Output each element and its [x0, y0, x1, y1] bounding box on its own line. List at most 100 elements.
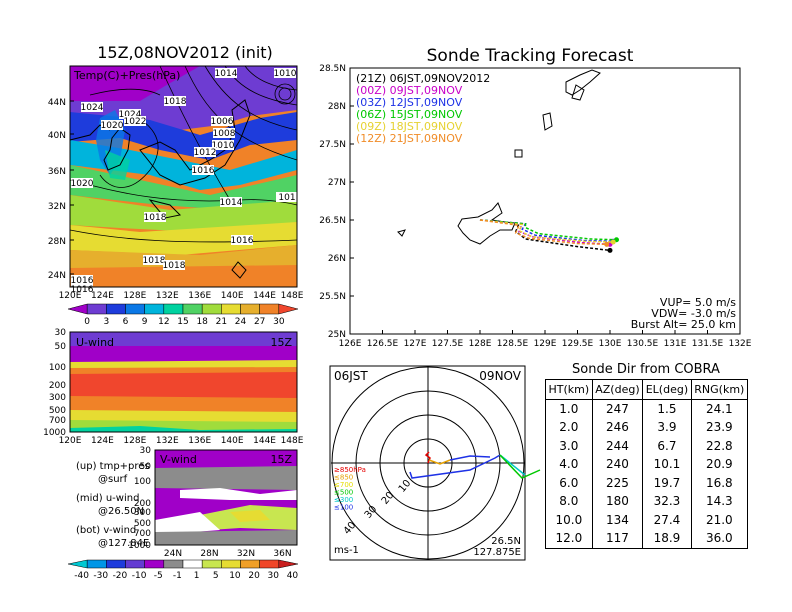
table-cell: 244	[591, 436, 644, 455]
wind-colorbar-label: -5	[154, 571, 163, 581]
table-header-cell: AZ(deg)	[591, 379, 644, 400]
map-lon-tick: 140E	[221, 291, 244, 301]
v-pressure-tick: 500	[134, 519, 151, 529]
track-lat-tick: 28.5N	[319, 64, 346, 74]
pressure-label-bg	[274, 68, 296, 78]
pressure-label: 1020	[101, 121, 124, 131]
islands	[397, 69, 601, 245]
table-cell: 225	[591, 473, 644, 492]
map-lat-tick: 40N	[48, 131, 66, 141]
track-legend-entry: (12Z) 21JST,09NOV	[356, 132, 463, 145]
track-legend-entry: (00Z) 09JST,09NOV	[356, 84, 463, 97]
wind-colorbar-swatch	[201, 559, 222, 569]
table-header-cell: EL(deg)	[642, 379, 692, 400]
track-lon-tick: 130.5E	[627, 339, 659, 349]
wind-colorbar-swatch	[259, 559, 280, 569]
pressure-label: 1006	[211, 117, 234, 127]
pressure-label-bg	[71, 275, 93, 285]
wind-colorbar-swatch	[278, 559, 299, 569]
pressure-label-bg	[215, 68, 237, 78]
map-label: Temp(C)+Pres(hPa)	[73, 69, 180, 82]
polar-hodograph	[409, 451, 541, 479]
temp-colorbar-label: 9	[142, 317, 148, 327]
wind-colorbar-label: -1	[173, 571, 182, 581]
table-cell: 6.0	[545, 473, 593, 492]
pressure-label: 1022	[124, 117, 147, 127]
u-lon-tick: 144E	[253, 436, 276, 446]
track-lines	[479, 219, 619, 253]
temp-colorbar-swatch	[163, 303, 184, 315]
track-info-line: Burst Alt= 25.0 km	[631, 318, 736, 331]
map-lat-tick: 36N	[48, 167, 66, 177]
u-pressure-tick: 1000	[43, 428, 66, 438]
table-cell: 22.8	[690, 436, 749, 455]
temp-colorbar-label: 18	[196, 317, 208, 327]
table-cell: 8.0	[545, 492, 593, 511]
v-pressure-tick: 700	[134, 529, 151, 539]
legend-note-title: (mid) u-wind	[76, 493, 139, 504]
track-lon-tick: 126.5E	[367, 339, 399, 349]
u-lon-tick: 148E	[281, 436, 304, 446]
legend-note-sub: @surf	[98, 474, 128, 485]
wind-colorbar-swatch	[67, 559, 88, 569]
temp-colorbar: 0 3 6 9 12 15 18 21 24 27 30	[67, 303, 299, 327]
temp-colorbar-label: 6	[123, 317, 129, 327]
wind-colorbar-label: 10	[229, 571, 241, 581]
wind-colorbar-label: 30	[268, 571, 280, 581]
table-cell: 246	[591, 418, 644, 437]
track-end-point	[610, 239, 616, 245]
track-lat-tick: 26.5N	[319, 216, 346, 226]
pressure-label: 1016	[71, 276, 94, 286]
pressure-label-bg	[213, 128, 235, 138]
v-lat-tick: 32N	[237, 549, 255, 559]
pressure-label-bg	[143, 255, 165, 265]
polar-unit: ms-1	[334, 545, 359, 556]
table-row: 4.0 240 10.1 20.9	[545, 455, 749, 474]
table-row: 1.0 247 1.5 24.1	[545, 399, 749, 418]
v-lat-tick: 24N	[164, 549, 182, 559]
sonde-table: HT(km) AZ(deg) EL(deg) RNG(km) 1.0 247 1.5 24.…	[545, 379, 749, 549]
wind-colorbar-swatch	[163, 559, 184, 569]
pressure-label: 1012	[194, 148, 217, 158]
wind-colorbar-swatch	[125, 559, 145, 569]
temp-colorbar-swatch	[125, 303, 145, 315]
wind-colorbar-label: -20	[113, 571, 128, 581]
track-lon-ticks: 126E 126.5E 127E 127.5E 128E 128.5E 129E 129.5E…	[339, 330, 752, 349]
legend-notes: (up) tmp+pres @surf (mid) u-wind @26.50N (bo…	[76, 461, 150, 549]
track-info-line: VDW= -3.0 m/s	[651, 307, 736, 320]
map-lat-tick: 24N	[48, 271, 66, 281]
track-lon-tick: 130E	[599, 339, 622, 349]
v-label: V-wind	[160, 453, 197, 466]
u-pressure-tick: 50	[55, 342, 67, 352]
table-cell: 16.8	[690, 473, 749, 492]
track-info-line: VUP= 5.0 m/s	[660, 296, 736, 309]
u-lon-tick: 136E	[188, 436, 211, 446]
pressure-label: 101	[278, 193, 295, 203]
polar-time: 06JST	[334, 369, 368, 383]
track-lat-tick: 27N	[328, 178, 346, 188]
table-cell: 10.1	[642, 455, 692, 474]
polar-legend-entry: ≤850	[334, 474, 353, 482]
pressure-label: 1024	[119, 110, 142, 120]
v-pressure-tick: 30	[140, 446, 152, 456]
map-lat-tick: 44N	[48, 98, 66, 108]
track-lon-tick: 127.5E	[432, 339, 464, 349]
temp-colorbar-swatch	[67, 303, 88, 315]
table-cell: 32.3	[642, 492, 692, 511]
temp-colorbar-label: 30	[273, 317, 285, 327]
temp-colorbar-label: 27	[254, 317, 265, 327]
wind-colorbar-label: -40	[74, 571, 89, 581]
wind-colorbar-label: -30	[93, 571, 108, 581]
temp-colorbar-swatch	[240, 303, 260, 315]
temp-colorbar-swatch	[144, 303, 165, 315]
track-line	[479, 219, 614, 243]
temp-colorbar-label: 21	[216, 317, 227, 327]
pressure-label: 1014	[220, 198, 243, 208]
u-lon-tick: 124E	[91, 436, 114, 446]
pressure-label: 1010	[274, 69, 297, 79]
table-row: 6.0 225 19.7 16.8	[545, 473, 749, 492]
wind-colorbar-swatch	[240, 559, 260, 569]
table-title: Sonde Dir from COBRA	[572, 362, 720, 377]
u-lon-tick: 140E	[221, 436, 244, 446]
